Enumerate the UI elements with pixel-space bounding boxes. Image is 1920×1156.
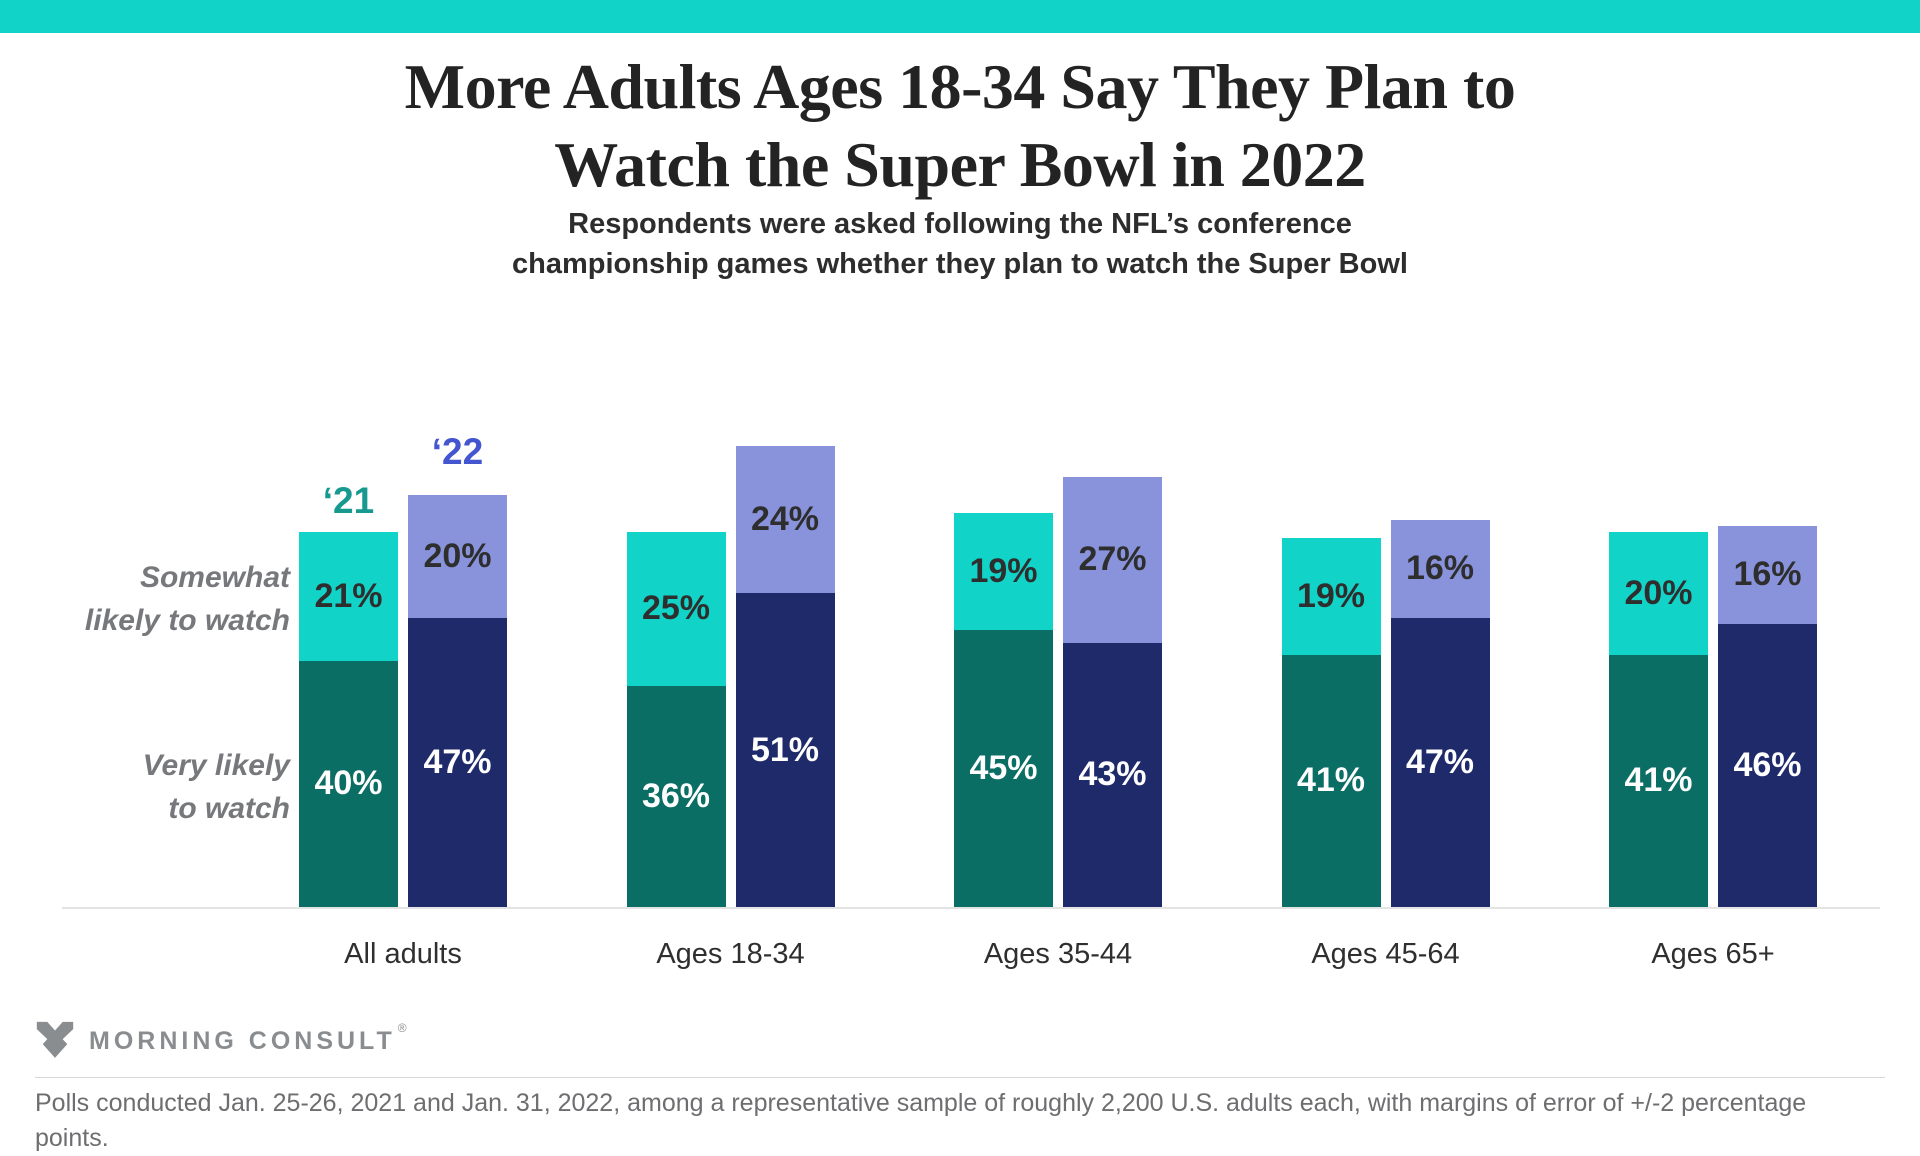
segment-very-likely-to-watch: 51% xyxy=(735,593,835,907)
value-label: 47% xyxy=(1405,742,1475,781)
value-label: 16% xyxy=(1405,549,1475,588)
bar-21-all-adults: 21% 40% xyxy=(299,531,398,907)
value-label: 16% xyxy=(1733,555,1802,594)
series-label-21: ‘21 xyxy=(322,480,375,521)
bar-22-all-adults: 20% 47% xyxy=(408,494,507,907)
segment-very-likely-to-watch: 47% xyxy=(408,617,507,907)
value-label: 21% xyxy=(314,576,383,615)
category-label-ages-45-64: Ages 45-64 xyxy=(1311,938,1460,970)
value-label: 20% xyxy=(423,536,492,575)
series-label-22: ‘22 xyxy=(431,431,484,472)
segment-very-likely-to-watch: 46% xyxy=(1718,624,1817,907)
segment-somewhat-likely-to-watch: 27% xyxy=(1063,476,1162,643)
bar-21-ages-65: 20% 41% xyxy=(1609,531,1708,907)
bar-21-ages-45-64: 19% 41% xyxy=(1281,538,1381,907)
value-label: 19% xyxy=(1296,576,1366,615)
registered-trademark-symbol: ® xyxy=(397,1021,407,1035)
row-label-somewhat-line-2: likely to watch xyxy=(84,604,290,637)
x-axis-line xyxy=(62,907,1880,909)
category-label-all-adults: All adults xyxy=(344,938,462,970)
bar-22-ages-35-44: 27% 43% xyxy=(1063,476,1162,908)
chart-subtitle: Respondents were asked following the NFL… xyxy=(0,204,1920,284)
value-label: 36% xyxy=(641,776,711,815)
segment-somewhat-likely-to-watch: 16% xyxy=(1390,519,1490,618)
page-title: More Adults Ages 18-34 Say They Plan to W… xyxy=(0,48,1920,204)
segment-somewhat-likely-to-watch: 19% xyxy=(954,513,1053,631)
category-label-ages-18-34: Ages 18-34 xyxy=(656,938,805,970)
row-label-very-line-1: Very likely xyxy=(142,749,290,782)
segment-somewhat-likely-to-watch: 16% xyxy=(1718,525,1817,625)
segment-somewhat-likely-to-watch: 19% xyxy=(1281,538,1381,655)
category-label-ages-65: Ages 65+ xyxy=(1651,938,1775,970)
segment-very-likely-to-watch: 47% xyxy=(1390,617,1490,907)
row-label-very-line-2: to watch xyxy=(168,792,290,825)
bar-21-ages-35-44: 19% 45% xyxy=(954,513,1053,907)
segment-very-likely-to-watch: 41% xyxy=(1281,654,1381,907)
bar-21-ages-18-34: 25% 36% xyxy=(626,531,726,907)
row-label-very-likely: Very likely to watch xyxy=(143,744,290,830)
footer-divider xyxy=(35,1077,1885,1078)
title-line-1: More Adults Ages 18-34 Say They Plan to xyxy=(404,51,1516,122)
source-note: Polls conducted Jan. 25-26, 2021 and Jan… xyxy=(35,1089,1807,1152)
bar-22-ages-65: 16% 46% xyxy=(1718,525,1817,907)
segment-very-likely-to-watch: 43% xyxy=(1063,642,1162,907)
value-label: 41% xyxy=(1296,761,1366,800)
value-label: 24% xyxy=(750,500,820,539)
value-label: 45% xyxy=(969,749,1038,788)
value-label: 46% xyxy=(1733,746,1802,785)
value-label: 47% xyxy=(423,742,492,781)
value-label: 25% xyxy=(641,589,711,628)
segment-somewhat-likely-to-watch: 24% xyxy=(735,445,835,594)
subtitle-line-2: championship games whether they plan to … xyxy=(512,248,1408,280)
segment-somewhat-likely-to-watch: 21% xyxy=(299,531,398,661)
segment-somewhat-likely-to-watch: 25% xyxy=(626,531,726,686)
category-label-ages-35-44: Ages 35-44 xyxy=(983,938,1133,970)
value-label: 43% xyxy=(1078,755,1147,794)
segment-very-likely-to-watch: 36% xyxy=(626,685,726,907)
segment-somewhat-likely-to-watch: 20% xyxy=(408,494,507,618)
segment-somewhat-likely-to-watch: 20% xyxy=(1609,531,1708,655)
title-line-2: Watch the Super Bowl in 2022 xyxy=(554,129,1366,200)
value-label: 20% xyxy=(1624,573,1693,612)
logo-wordmark: MORNING CONSULT xyxy=(89,1026,396,1055)
value-label: 41% xyxy=(1624,761,1693,800)
segment-very-likely-to-watch: 41% xyxy=(1609,654,1708,907)
bar-22-ages-18-34: 24% 51% xyxy=(735,445,835,907)
segment-very-likely-to-watch: 40% xyxy=(299,660,398,907)
bar-22-ages-45-64: 16% 47% xyxy=(1390,519,1490,907)
row-label-somewhat-likely: Somewhat likely to watch xyxy=(85,556,290,642)
value-label: 19% xyxy=(969,552,1038,591)
row-label-somewhat-line-1: Somewhat xyxy=(139,561,290,594)
subtitle-line-1: Respondents were asked following the NFL… xyxy=(568,208,1352,240)
morning-consult-logo: MORNING CONSULT ® xyxy=(35,1020,407,1062)
segment-very-likely-to-watch: 45% xyxy=(954,630,1053,907)
morning-consult-logomark-icon xyxy=(36,1021,74,1058)
brand-top-bar xyxy=(0,0,1920,33)
value-label: 40% xyxy=(314,764,383,803)
value-label: 27% xyxy=(1078,540,1147,579)
value-label: 51% xyxy=(750,730,820,769)
